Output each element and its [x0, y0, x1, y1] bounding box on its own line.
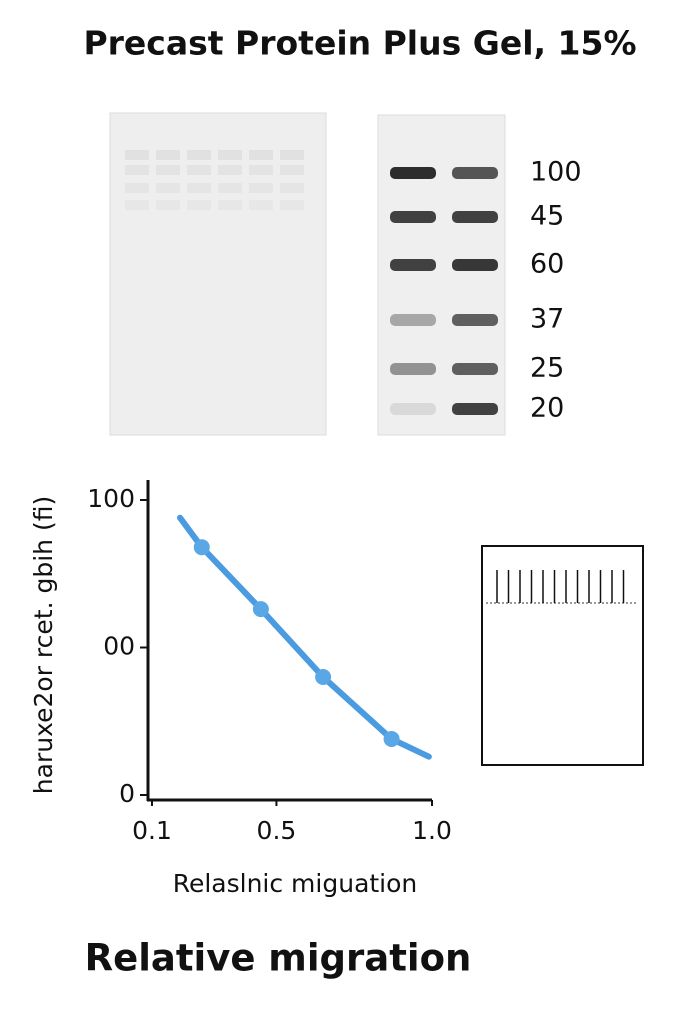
box	[481, 545, 644, 766]
smear	[125, 150, 149, 160]
smear	[249, 150, 273, 160]
smear	[280, 165, 304, 175]
smear	[249, 165, 273, 175]
marker-label: 25	[530, 353, 564, 384]
smear	[218, 200, 242, 210]
smear	[187, 183, 211, 193]
marker-label: 20	[530, 393, 564, 424]
smear	[187, 200, 211, 210]
smear	[187, 150, 211, 160]
smear	[156, 200, 180, 210]
x-axis-label: Relaslnic miguation	[173, 869, 418, 898]
x-tick-label: 0.5	[257, 816, 297, 845]
y-tick-label: 100	[87, 484, 135, 513]
band	[452, 259, 498, 271]
band	[390, 403, 436, 415]
point	[252, 601, 269, 618]
point	[315, 669, 332, 685]
point	[383, 730, 400, 747]
band	[452, 314, 498, 326]
smear	[280, 183, 304, 193]
smear	[249, 200, 273, 210]
y-axis-label: haruxe2or rcet. gbih (fi)	[29, 496, 58, 794]
marker-label: 37	[530, 304, 564, 335]
comb	[496, 570, 625, 603]
smear	[218, 183, 242, 193]
y-tick-label: 00	[103, 632, 135, 661]
caption: Relative migration	[85, 937, 472, 980]
smear	[187, 165, 211, 175]
smear	[249, 183, 273, 193]
gel-right	[377, 114, 506, 436]
marker-label: 45	[530, 201, 564, 232]
smear	[218, 165, 242, 175]
x-tick-label: 1.0	[412, 816, 452, 845]
smear	[280, 150, 304, 160]
marker-label: 60	[530, 249, 564, 280]
smear	[125, 165, 149, 175]
y-tick-label: 0	[119, 779, 135, 808]
smear	[156, 183, 180, 193]
smear	[280, 200, 304, 210]
title: Precast Protein Plus Gel, 15%	[83, 24, 636, 63]
band	[390, 167, 436, 179]
smear	[125, 183, 149, 193]
band	[452, 403, 498, 415]
gels	[109, 112, 506, 436]
smear	[125, 200, 149, 210]
band	[390, 211, 436, 223]
band	[390, 363, 436, 375]
smear	[156, 165, 180, 175]
point	[193, 539, 210, 556]
smear	[156, 150, 180, 160]
band	[452, 363, 498, 375]
band	[452, 211, 498, 223]
band	[390, 314, 436, 326]
gel-left	[109, 112, 327, 436]
marker-label: 100	[530, 157, 582, 188]
lane-box	[481, 545, 644, 766]
band	[452, 167, 498, 179]
line	[177, 514, 432, 760]
band	[390, 259, 436, 271]
smear	[218, 150, 242, 160]
x-tick-label: 0.1	[132, 816, 172, 845]
